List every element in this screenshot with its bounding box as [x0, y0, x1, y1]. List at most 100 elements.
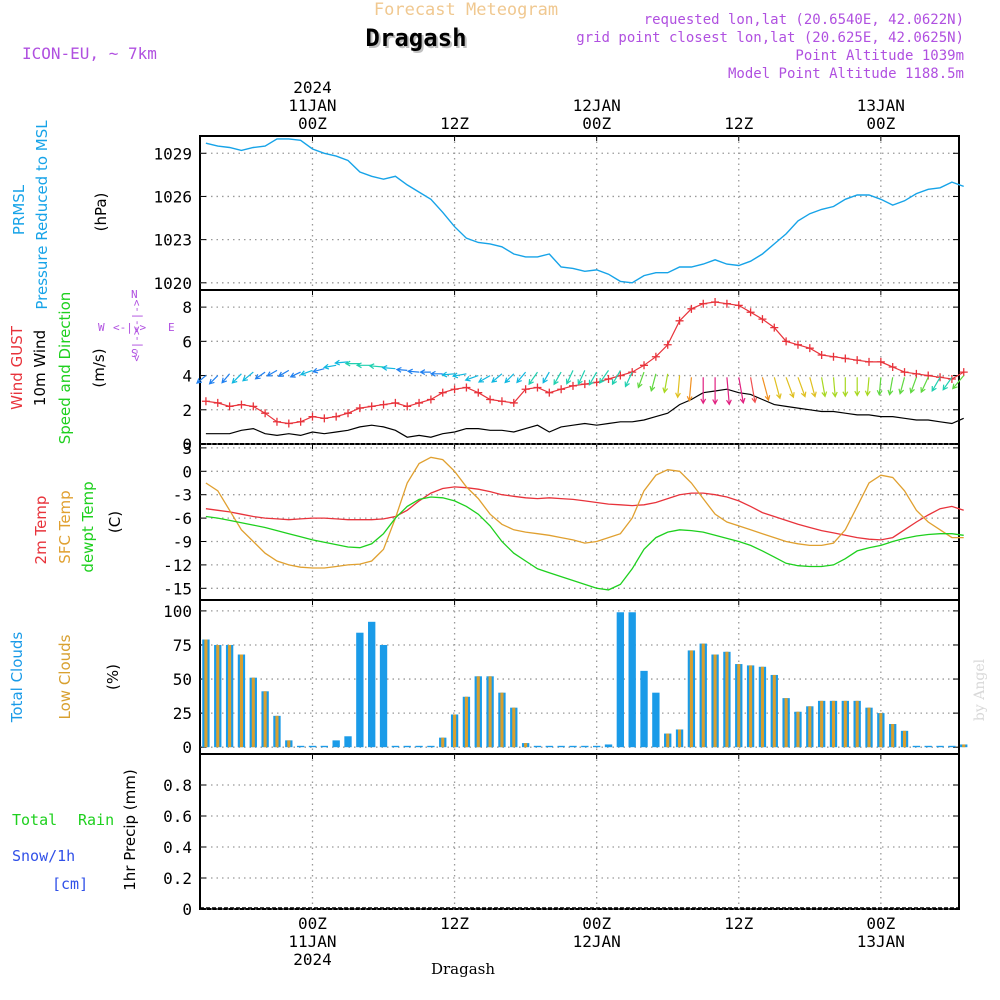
wind-arrow	[864, 377, 871, 397]
wind-dir-label: Speed and Direction	[56, 292, 74, 445]
pressure-line	[205, 138, 964, 284]
gust-point	[201, 397, 210, 406]
temp-frame	[199, 443, 960, 601]
wind-arrow	[289, 371, 301, 378]
temp-ytick-label: -12	[163, 556, 192, 575]
temp-ytick-label: 0	[182, 462, 192, 481]
gust-point	[225, 402, 234, 411]
total-cloud-bar	[308, 745, 317, 748]
low-cloud-bar	[713, 654, 717, 748]
total-cloud-bar	[581, 745, 589, 748]
low-cloud-bar	[879, 713, 883, 748]
wind-arrow	[553, 371, 562, 386]
bottom-time-label: 12Z	[440, 914, 469, 933]
compass-n: N	[131, 288, 138, 301]
bottom-time-label: 00Z	[866, 914, 895, 933]
gust-point	[391, 398, 400, 407]
wind-arrow	[821, 377, 828, 398]
wind-arrow	[451, 372, 467, 379]
gust-point	[320, 414, 329, 423]
gust-point	[722, 299, 731, 308]
precip-total-label: Total	[12, 811, 57, 829]
cloud-labels: Total Clouds Low Clouds (%)	[8, 632, 122, 724]
total-cloud-bar	[912, 745, 921, 748]
temp-ytick-label: 3	[182, 439, 192, 458]
wind-ytick-label: 8	[182, 298, 192, 317]
precip-ytick-label: 0.8	[163, 776, 192, 795]
dew-label: dewpt Temp	[79, 481, 97, 572]
grid-point-coords: grid point closest lon,lat (20.625E, 42.…	[576, 30, 964, 46]
wind-arrow	[419, 369, 431, 376]
wind-arrow	[931, 376, 941, 392]
pressure-plot: 1020 1023 1026 1029	[153, 138, 964, 293]
top-time-label: 11JAN	[288, 96, 336, 115]
temp-ytick-label: -3	[173, 486, 192, 505]
bottom-time-axis: 00Z11JAN202412Z00Z12JAN12Z00Z13JAN12Z	[288, 914, 905, 969]
total-cloud-bar	[403, 745, 411, 748]
low-cloud-bar	[843, 700, 847, 748]
dewpoint-line	[205, 496, 964, 591]
wind-arrow	[712, 377, 719, 406]
gust-point	[580, 380, 589, 389]
total-cloud-bar	[592, 745, 601, 748]
precip-ytick-label: 0.6	[163, 807, 192, 826]
wind-label: 10m Wind	[31, 330, 49, 406]
wind-arrow	[761, 377, 771, 402]
precip-labels: Total Rain Snow/1h [cm] 1hr Precip (mm)	[12, 769, 139, 893]
gust-point	[663, 340, 672, 349]
panels	[199, 135, 960, 910]
total-cloud-bar	[427, 745, 435, 748]
gust-point	[249, 402, 258, 411]
low-cloud-bar	[701, 643, 705, 748]
wind-arrow	[504, 373, 515, 384]
gust-point	[900, 368, 909, 377]
compass-arrow: <-|->	[113, 321, 146, 334]
precip-rain-label: Rain	[78, 811, 114, 829]
wind-arrow	[577, 370, 586, 386]
wind-arrow	[662, 373, 669, 394]
gust-point	[841, 354, 850, 363]
gust-point	[237, 400, 246, 409]
temp-ytick-label: -15	[163, 579, 192, 598]
top-time-label: 2024	[293, 78, 332, 97]
low-cloud-bar	[666, 733, 670, 748]
t2m-line	[205, 486, 964, 541]
bottom-time-label: 12JAN	[573, 932, 621, 951]
gust-point	[758, 315, 767, 324]
gust-point	[699, 299, 708, 308]
wind-labels: Wind GUST 10m Wind Speed and Direction (…	[8, 288, 175, 444]
top-time-axis: 202411JAN00Z12Z12JAN00Z12Z13JAN00Z12Z	[288, 78, 905, 133]
low-cloud-bar	[476, 676, 480, 748]
compass-vertical-upper: <-|->	[130, 299, 143, 332]
wind-arrow	[429, 370, 443, 377]
gust-point	[332, 412, 341, 421]
wind-arrow	[516, 371, 527, 384]
gust-point	[557, 385, 566, 394]
temp-ytick-label: -6	[173, 509, 192, 528]
temp-unit: (C)	[106, 511, 124, 533]
total-cloud-bar	[616, 612, 625, 748]
wind-arrow	[542, 371, 550, 384]
clouds-ytick-label: 75	[173, 636, 192, 655]
low-cloud-bar	[453, 714, 457, 748]
watermark: by Angel	[972, 658, 988, 721]
gust-point	[640, 361, 649, 370]
top-time-label: 13JAN	[857, 96, 905, 115]
requested-coords: requested lon,lat (20.6540E, 42.0622N)	[644, 12, 964, 28]
low-cloud-bar	[820, 700, 824, 748]
precip-ytick-label: 0.2	[163, 869, 192, 888]
wind-unit: (m/s)	[90, 348, 108, 387]
pressure-ytick-label: 1023	[153, 231, 192, 250]
wind-arrow	[831, 377, 838, 398]
low-cloud-bar	[831, 700, 836, 748]
point-altitude: Point Altitude 1039m	[795, 48, 964, 64]
cloud-plot: 0 25 50 75 100	[163, 602, 968, 757]
wind-arrow	[738, 377, 746, 405]
product-title: Forecast Meteogram	[374, 0, 558, 20]
clouds-unit: (%)	[104, 664, 122, 690]
gust-point	[261, 409, 270, 418]
total-cloud-bar	[379, 644, 388, 748]
gust-point	[462, 383, 471, 392]
gust-label: Wind GUST	[8, 325, 26, 410]
gust-point	[450, 385, 459, 394]
